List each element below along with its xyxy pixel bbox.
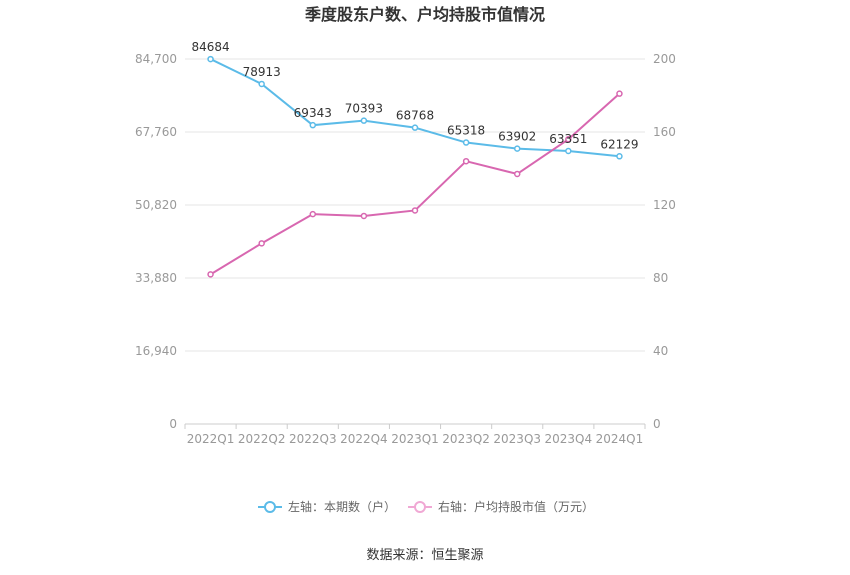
left-tick-label: 16,940 [135,344,177,358]
right-tick-label: 200 [653,52,676,66]
point-holders [258,80,265,88]
right-tick-label: 80 [653,271,668,285]
right-tick-label: 160 [653,125,676,139]
legend-marker-right [414,501,426,513]
point-holders [360,117,368,124]
x-tick-label: 2023Q3 [493,432,541,446]
x-tick-label: 2022Q3 [289,432,337,446]
legend-label-right: 右轴：户均持股市值（万元） [438,499,594,514]
data-label: 63902 [498,130,536,144]
right-axis-ticks: 0 40 80 120 160 200 [653,52,676,431]
legend: 左轴：本期数（户） 右轴：户均持股市值（万元） [258,499,594,514]
point-value [462,157,470,165]
x-tick-label: 2022Q4 [340,432,388,446]
left-tick-label: 33,880 [135,271,177,285]
legend-label-left: 左轴：本期数（户） [288,499,396,514]
grid-lines [185,58,645,352]
left-axis-ticks: 0 16,940 33,880 50,820 67,760 84,700 [135,52,177,431]
x-tick-label: 2023Q2 [442,432,490,446]
left-tick-label: 84,700 [135,52,177,66]
right-tick-label: 120 [653,198,676,212]
point-value [309,210,317,218]
point-holders [309,121,317,129]
point-value [360,212,368,220]
point-holders [565,147,572,155]
point-holders [411,124,419,131]
point-holders [616,153,623,160]
right-tick-label: 40 [653,344,668,358]
right-tick-label: 0 [653,417,661,431]
point-value [207,271,214,278]
point-value [565,136,572,143]
point-value [258,240,265,247]
x-tick-label: 2023Q1 [391,432,439,446]
point-holders [462,139,470,146]
x-tick-label: 2022Q1 [187,432,235,446]
data-label: 68768 [396,109,434,123]
left-tick-label: 67,760 [135,125,177,139]
data-label: 65318 [447,124,485,138]
chart-title: 季度股东户数、户均持股市值情况 [304,5,545,24]
point-value [513,170,521,178]
x-tick-label: 2024Q1 [596,432,644,446]
data-label: 84684 [191,40,229,54]
left-tick-label: 0 [169,417,177,431]
left-tick-label: 50,820 [135,198,177,212]
source-text: 数据来源：恒生聚源 [366,548,483,563]
data-label: 63351 [549,132,587,146]
series-group: 84684 78913 69343 70393 68768 65318 63902 63351… [191,40,639,278]
x-tick-label: 2023Q4 [545,432,593,446]
point-holders [513,145,521,152]
data-label: 62129 [600,137,638,151]
x-tick-label: 2022Q2 [238,432,286,446]
legend-marker-left [264,501,276,513]
data-label: 78913 [243,65,281,79]
point-holders [207,55,214,63]
point-value [616,90,623,97]
x-axis: 2022Q1 2022Q2 2022Q3 2022Q4 2023Q1 2023Q2 2023… [184,423,646,446]
data-label: 70393 [345,102,383,116]
data-label: 69343 [294,106,332,120]
point-value [411,207,419,214]
